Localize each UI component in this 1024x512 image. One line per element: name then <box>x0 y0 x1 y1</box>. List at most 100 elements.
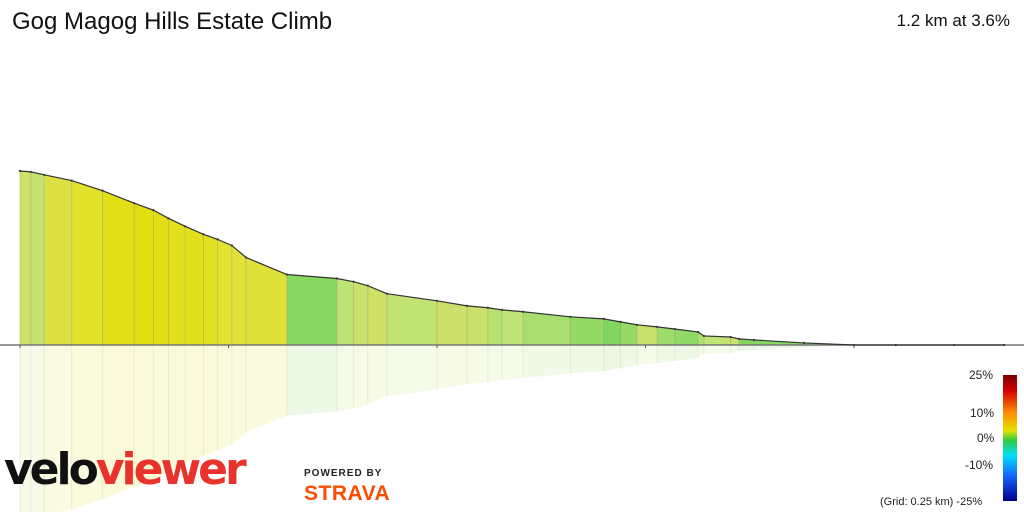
profile-segment <box>44 174 72 345</box>
profile-segment <box>286 274 337 345</box>
profile-segment <box>20 171 31 345</box>
profile-segment <box>437 300 468 345</box>
profile-point <box>752 338 756 342</box>
profile-point <box>152 209 155 212</box>
logo-viewer-text: viewer <box>95 444 247 495</box>
reflection-segment <box>738 345 754 352</box>
reflection-segment <box>730 345 739 354</box>
grid-note: (Grid: 0.25 km) -25% <box>880 496 983 508</box>
reflection-segment <box>168 345 186 472</box>
reflection-segment <box>336 345 354 412</box>
profile-segment <box>570 316 604 345</box>
reflection-segment <box>153 345 169 480</box>
profile-reflection <box>20 345 854 512</box>
reflection-segment <box>353 345 368 409</box>
reflection-segment <box>134 345 154 487</box>
profile-segment <box>246 257 287 345</box>
profile-point <box>366 284 369 287</box>
scale-label-neg10: -10% <box>965 458 994 472</box>
reflection-segment <box>698 345 704 359</box>
scale-label-0: 0% <box>977 431 995 445</box>
climb-summary: 1.2 km at 3.6% <box>896 11 1010 30</box>
profile-point <box>70 179 73 182</box>
profile-point <box>184 225 187 228</box>
profile-segment <box>502 309 523 345</box>
distance-grid-ticks <box>19 345 855 348</box>
profile-segment <box>71 180 103 345</box>
profile-segment <box>217 239 232 345</box>
veloviewer-logo[interactable]: veloviewer <box>4 448 247 492</box>
reflection-segment <box>502 345 523 381</box>
profile-segment <box>703 335 731 345</box>
logo-velo-text: velo <box>4 444 99 495</box>
profile-point <box>244 256 248 259</box>
profile-segment <box>102 190 135 345</box>
profile-point <box>569 315 572 318</box>
profile-point <box>465 304 469 307</box>
profile-point <box>18 169 22 173</box>
profile-segment <box>203 234 218 345</box>
reflection-segment <box>657 345 675 364</box>
profile-segment <box>168 218 186 345</box>
strava-logo[interactable]: STRAVA <box>304 482 391 505</box>
profile-point <box>202 233 205 236</box>
profile-point <box>521 310 525 313</box>
reflection-segment <box>487 345 503 383</box>
reflection-segment <box>102 345 135 500</box>
profile-point <box>1003 343 1006 347</box>
profile-point <box>435 299 439 302</box>
reflection-segment <box>467 345 488 385</box>
page-title: Gog Magog Hills Estate Climb <box>12 8 333 35</box>
reflection-segment <box>570 345 604 374</box>
profile-point <box>216 238 219 241</box>
profile-segment <box>367 285 387 345</box>
profile-point <box>696 330 700 334</box>
reflection-segment <box>185 345 204 464</box>
reflection-segment <box>367 345 387 405</box>
profile-point <box>673 327 676 331</box>
profile-point <box>167 217 170 220</box>
powered-by-label: POWERED BY <box>304 468 383 479</box>
profile-segment <box>637 324 658 345</box>
profile-point <box>385 292 389 295</box>
profile-point <box>702 334 705 338</box>
reflection-segment <box>203 345 218 456</box>
reflection-segment <box>753 345 804 351</box>
profile-point <box>230 244 233 247</box>
scale-label-10: 10% <box>970 406 995 420</box>
profile-point <box>802 341 806 345</box>
profile-segment <box>231 245 247 345</box>
profile-point <box>29 170 32 173</box>
reflection-segment <box>217 345 232 451</box>
profile-point <box>737 337 741 341</box>
profile-point <box>101 189 104 192</box>
reflection-segment <box>30 345 45 512</box>
profile-segment <box>467 305 488 345</box>
profile-segment <box>336 278 354 345</box>
reflection-segment <box>71 345 103 510</box>
profile-segment <box>738 338 754 345</box>
profile-segment <box>487 307 503 345</box>
profile-segment <box>657 326 675 345</box>
profile-point <box>486 306 489 309</box>
profile-points <box>18 169 1006 347</box>
profile-point <box>656 325 659 329</box>
reflection-segment <box>522 345 571 379</box>
reflection-segment <box>286 345 337 416</box>
profile-segment <box>386 293 437 345</box>
reflection-segment <box>620 345 638 369</box>
profile-point <box>619 320 622 323</box>
profile-point <box>636 323 639 326</box>
profile-segment <box>134 203 154 345</box>
segment-dividers <box>19 171 805 512</box>
reflection-segment <box>386 345 437 397</box>
profile-point <box>133 202 136 205</box>
profile-segment <box>522 311 571 345</box>
profile-segment <box>153 210 169 345</box>
reflection-segment <box>674 345 699 362</box>
reflection-segment <box>20 345 31 512</box>
profile-segment <box>185 226 204 345</box>
profile-segment <box>620 321 638 345</box>
profile-point <box>729 335 732 339</box>
